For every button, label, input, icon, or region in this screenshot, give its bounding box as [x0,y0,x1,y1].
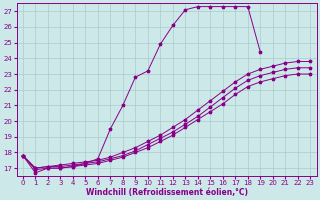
X-axis label: Windchill (Refroidissement éolien,°C): Windchill (Refroidissement éolien,°C) [85,188,248,197]
